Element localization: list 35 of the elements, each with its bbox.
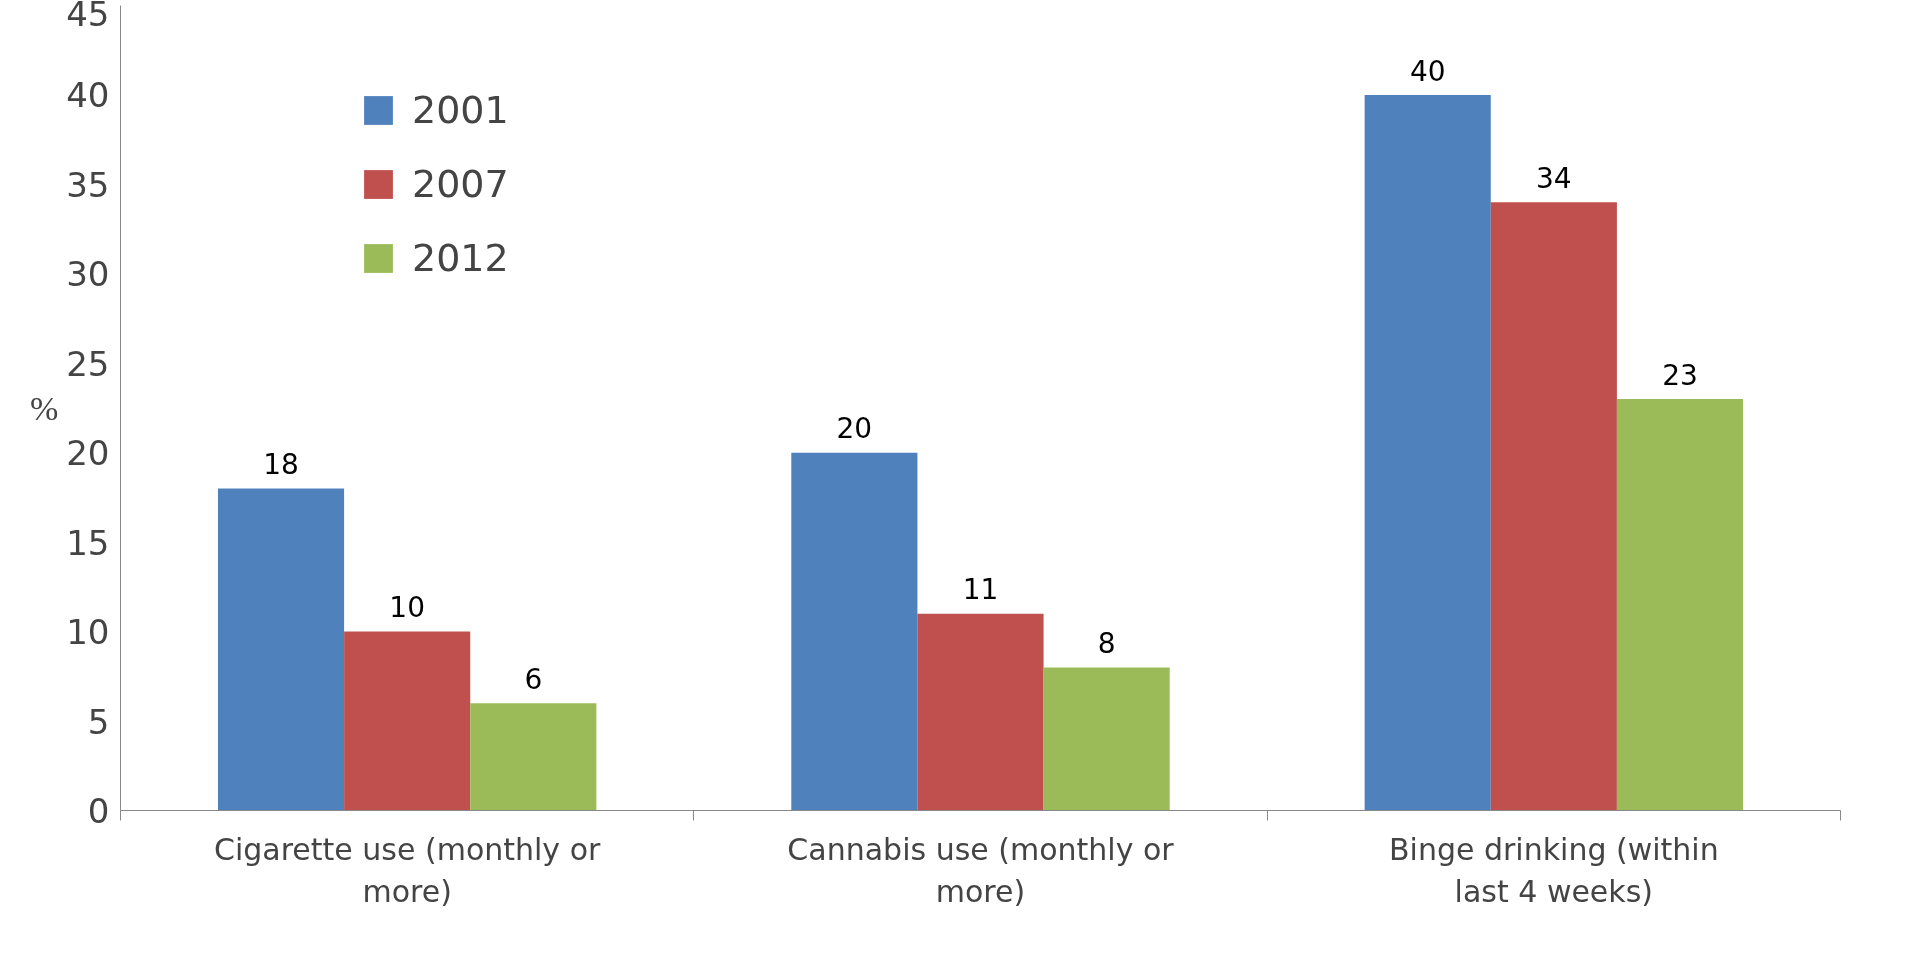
bar xyxy=(217,488,345,811)
y-tick-label: 5 xyxy=(87,701,110,742)
data-label: 40 xyxy=(1409,54,1446,88)
y-tick-label: 15 xyxy=(66,522,110,563)
data-label: 6 xyxy=(524,662,543,696)
bar xyxy=(1043,667,1170,811)
x-tick-label: Cannabis use (monthly or more) xyxy=(787,831,1175,909)
y-tick-label: 40 xyxy=(66,75,110,116)
y-tick-label: 0 xyxy=(87,791,110,831)
bar xyxy=(1490,202,1617,811)
y-tick-label: 30 xyxy=(66,254,110,295)
y-axis-title: % xyxy=(29,389,59,427)
y-tick-label: 45 xyxy=(66,0,110,34)
bar xyxy=(470,703,597,811)
bar xyxy=(791,452,918,811)
bar xyxy=(917,613,1044,811)
legend-label: 2001 xyxy=(412,88,509,132)
data-label: 20 xyxy=(836,412,873,446)
x-tick-label: Binge drinking (within last 4 weeks) xyxy=(1388,831,1719,909)
bar xyxy=(1364,94,1491,811)
data-label: 34 xyxy=(1536,161,1572,195)
data-label: 11 xyxy=(962,573,999,607)
data-label: 8 xyxy=(1097,627,1116,661)
y-tick-label: 20 xyxy=(66,433,110,474)
bar xyxy=(344,631,471,811)
legend-label: 2012 xyxy=(412,236,509,280)
data-label: 23 xyxy=(1662,358,1698,392)
y-tick-label: 25 xyxy=(66,343,110,384)
legend-label: 2007 xyxy=(412,162,509,206)
data-label: 18 xyxy=(263,448,299,482)
x-tick-label: Cigarette use (monthly or more) xyxy=(213,831,602,909)
data-label: 10 xyxy=(389,591,425,625)
bar xyxy=(1616,399,1744,811)
y-tick-label: 10 xyxy=(66,612,110,653)
y-tick-label: 35 xyxy=(66,164,110,205)
